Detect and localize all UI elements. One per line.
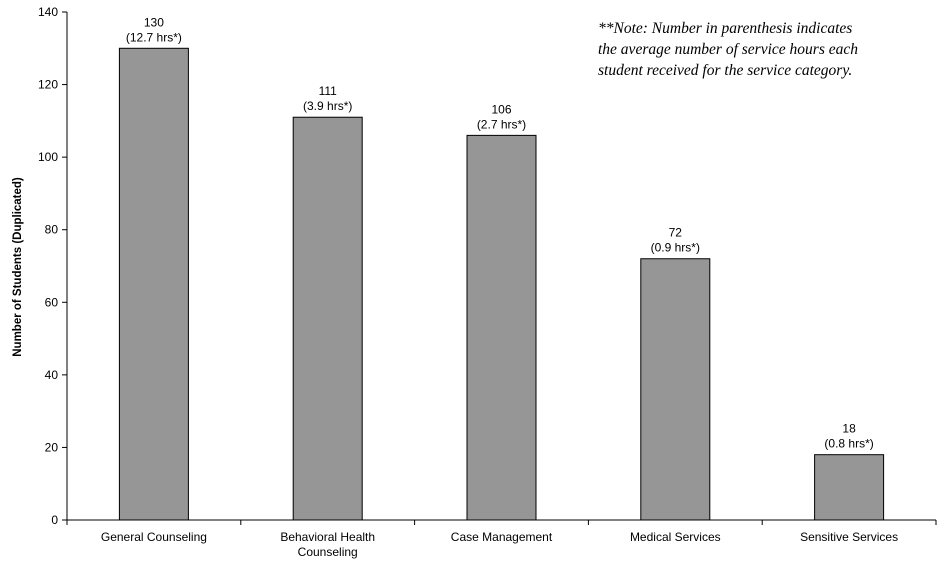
note-line-1: **Note: Number in parenthesis indicates (598, 20, 853, 37)
bar (814, 454, 885, 521)
y-tick-label: 140 (38, 5, 58, 19)
y-tick-label: 40 (45, 368, 59, 382)
y-tick-label: 60 (45, 295, 59, 309)
data-label-value: 106 (491, 102, 511, 116)
data-label-value: 72 (669, 226, 683, 240)
x-tick-label: Case Management (451, 530, 553, 544)
data-labels: 130(12.7 hrs*) 111(3.9 hrs*) 106(2.7 hrs*)… (126, 15, 874, 450)
data-label-hours: (0.8 hrs*) (824, 437, 873, 451)
axes: 0 20 40 60 80 100 120 140 General Counseling Beha… (38, 5, 937, 559)
bars (118, 47, 885, 521)
y-tick-label: 80 (45, 223, 59, 237)
note-line-2: the average number of service hours each (598, 41, 858, 58)
data-label-value: 130 (144, 15, 164, 29)
bar (118, 47, 189, 521)
data-label-hours: (0.9 hrs*) (651, 241, 700, 255)
x-tick-label: Medical Services (630, 530, 721, 544)
data-label-value: 18 (842, 422, 856, 436)
x-tick-label: Counseling (298, 545, 358, 559)
y-tick-label: 20 (45, 440, 59, 454)
y-tick-label: 0 (51, 513, 58, 527)
data-label-hours: (3.9 hrs*) (303, 99, 352, 113)
bar (640, 258, 711, 521)
bar (466, 134, 537, 521)
bar (292, 116, 363, 521)
x-tick-label: General Counseling (101, 530, 207, 544)
y-axis-label: Number of Students (Duplicated) (12, 177, 24, 357)
data-label-hours: (12.7 hrs*) (126, 30, 182, 44)
footnote: **Note: Number in parenthesis indicates … (598, 18, 928, 81)
data-label-hours: (2.7 hrs*) (477, 117, 526, 131)
y-tick-label: 100 (38, 150, 58, 164)
x-tick-label: Behavioral Health (280, 530, 375, 544)
y-tick-label: 120 (38, 78, 58, 92)
note-line-3: student received for the service categor… (598, 62, 853, 79)
x-tick-label: Sensitive Services (800, 530, 898, 544)
data-label-value: 111 (319, 84, 338, 98)
